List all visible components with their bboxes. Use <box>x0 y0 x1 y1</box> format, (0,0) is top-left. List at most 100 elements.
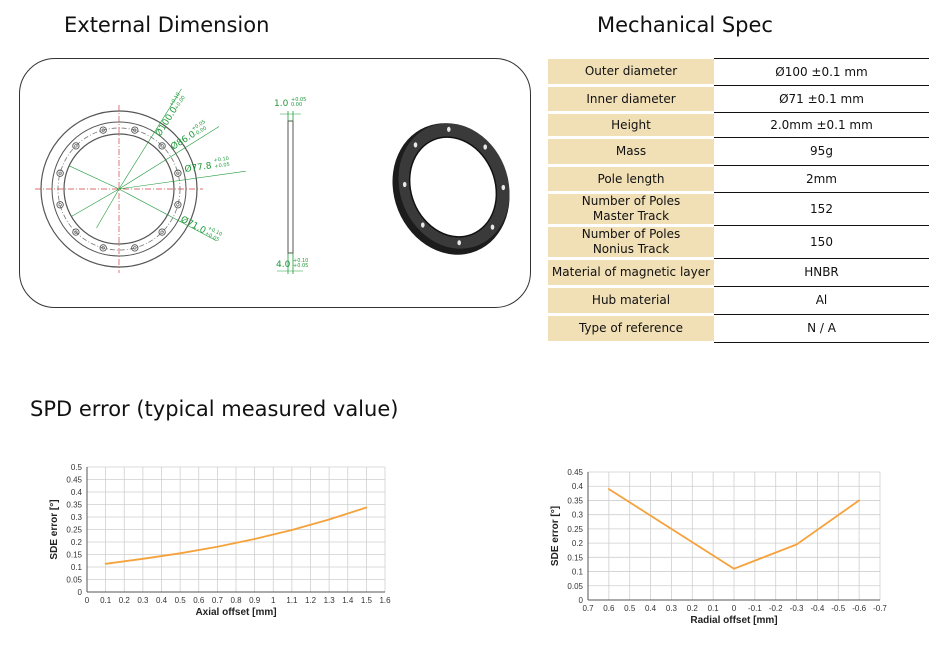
x-tick-label: 0.3 <box>137 596 149 605</box>
x-tick-label: -0.2 <box>769 604 783 613</box>
spec-row: Height 2.0mm ±0.1 mm <box>548 112 929 139</box>
y-tick-label: 0.35 <box>567 496 583 505</box>
spec-label-line: Hub material <box>591 293 671 307</box>
mounting-hole-inner <box>101 128 105 132</box>
y-tick-label: 0.2 <box>71 538 83 547</box>
data-point <box>670 527 673 530</box>
mounting-hole <box>174 201 182 209</box>
y-tick-label: 0.15 <box>567 553 583 562</box>
spec-label-line: Outer diameter <box>584 63 678 78</box>
mounting-holes <box>56 126 182 252</box>
svg-text:+0.05: +0.05 <box>293 263 308 269</box>
data-point <box>795 543 798 546</box>
mounting-hole <box>131 126 139 134</box>
data-point <box>179 552 182 555</box>
ring-hole <box>501 184 506 191</box>
x-axis-label: Axial offset [mm] <box>195 607 276 618</box>
x-tick-label: 0 <box>732 604 737 613</box>
x-tick-label: 1.5 <box>361 596 373 605</box>
spec-label: Material of magnetic layer <box>548 258 714 288</box>
x-tick-label: 0.2 <box>687 604 699 613</box>
mounting-hole <box>99 244 107 252</box>
spec-row: Number of Poles Master Track 152 <box>548 192 929 227</box>
ring-hole <box>421 222 425 228</box>
spec-value: 2.0mm ±0.1 mm <box>714 112 929 138</box>
mounting-hole-inner <box>160 230 164 234</box>
x-tick-label: -0.6 <box>852 604 866 613</box>
x-tick-label: 0.4 <box>645 604 657 613</box>
spec-label: Type of reference <box>548 314 714 344</box>
x-tick-label: 0.2 <box>119 596 131 605</box>
dim-thickness-top: 1.0 +0.05 0.00 <box>274 97 306 109</box>
mounting-hole <box>99 126 107 134</box>
y-tick-label: 0.5 <box>71 463 83 472</box>
radial-dim-line <box>118 170 246 190</box>
spec-label: Mass <box>548 137 714 167</box>
data-point <box>141 557 144 560</box>
radial-dim-line <box>118 126 220 190</box>
radial-dim-line <box>96 188 120 229</box>
y-tick-label: 0.15 <box>66 551 82 560</box>
data-point <box>253 538 256 540</box>
spec-label: Pole length <box>548 165 714 194</box>
mounting-hole-inner <box>133 128 137 132</box>
spec-label-line: Type of reference <box>578 321 684 335</box>
x-tick-label: 0.6 <box>603 604 615 613</box>
radial-dim-line <box>118 188 217 241</box>
data-point <box>290 529 293 531</box>
ring-hole <box>402 181 407 188</box>
spec-label-line: Inner diameter <box>586 91 676 106</box>
spec-label-line: Height <box>611 117 651 132</box>
spec-label: Hub material <box>548 286 714 316</box>
spec-value: 150 <box>714 225 929 259</box>
y-tick-label: 0.4 <box>71 488 83 497</box>
data-point <box>607 488 610 490</box>
spec-label-line: Master Track <box>592 209 670 223</box>
spec-label-line: Mass <box>615 144 647 158</box>
y-tick-label: 0.35 <box>66 501 82 510</box>
mounting-hole <box>72 142 80 150</box>
mounting-hole <box>158 142 166 150</box>
spec-row: Outer diameter Ø100 ±0.1 mm <box>548 58 929 87</box>
x-tick-label: 0.7 <box>582 604 594 613</box>
spec-label: Number of Poles Master Track <box>548 192 714 227</box>
side-profile <box>287 120 294 254</box>
spec-value: 95g <box>714 137 929 166</box>
x-tick-label: 0.4 <box>156 596 168 605</box>
ring-3d-holes <box>402 126 506 246</box>
radial-dimension-lines <box>69 88 246 241</box>
mounting-hole-inner <box>58 203 62 207</box>
x-tick-label: 0.8 <box>230 596 242 605</box>
spec-row: Type of reference N / A <box>548 314 929 344</box>
mounting-hole <box>174 169 182 177</box>
spec-row: Hub material Al <box>548 286 929 316</box>
svg-text:+0.05: +0.05 <box>214 162 230 170</box>
x-tick-label: -0.4 <box>811 604 825 613</box>
svg-text:Ø77.8: Ø77.8 <box>184 160 213 175</box>
spec-label: Number of Poles Nonius Track <box>548 225 714 260</box>
spec-row: Number of Poles Nonius Track 150 <box>548 225 929 260</box>
spec-value: 152 <box>714 192 929 226</box>
side-view: 1.0 +0.05 0.00 4.0 +0.10 +0.05 <box>274 97 308 274</box>
spec-label: Height <box>548 112 714 139</box>
x-tick-label: 1.3 <box>324 596 336 605</box>
ring-hole <box>490 224 495 230</box>
y-tick-label: 0.1 <box>71 563 83 572</box>
spec-value: Ø100 ±0.1 mm <box>714 58 929 86</box>
ring-hole <box>457 240 462 246</box>
x-tick-label: 0.5 <box>624 604 636 613</box>
ring-bore <box>408 136 498 238</box>
spec-label-line: Number of Poles <box>581 227 681 241</box>
x-tick-label: -0.5 <box>831 604 845 613</box>
mechanical-spec-heading: Mechanical Spec <box>597 13 773 37</box>
mounting-hole-inner <box>58 171 62 175</box>
dim-thickness-bottom: 4.0 +0.10 +0.05 <box>276 258 308 270</box>
spd-error-heading: SPD error (typical measured value) <box>30 397 399 421</box>
y-tick-label: 0.3 <box>572 511 584 520</box>
x-tick-label: 0.7 <box>212 596 224 605</box>
svg-text:-0.00: -0.00 <box>194 125 208 137</box>
chart-radial-offset: 0.7 0.6 0.5 0.4 0.3 0.2 0.1 0 -0.1 -0.2 -0.3 -0.4 -0… <box>550 468 887 626</box>
ring-hole <box>413 142 418 148</box>
y-tick-label: 0.2 <box>572 539 584 548</box>
y-tick-label: 0.25 <box>66 526 82 535</box>
